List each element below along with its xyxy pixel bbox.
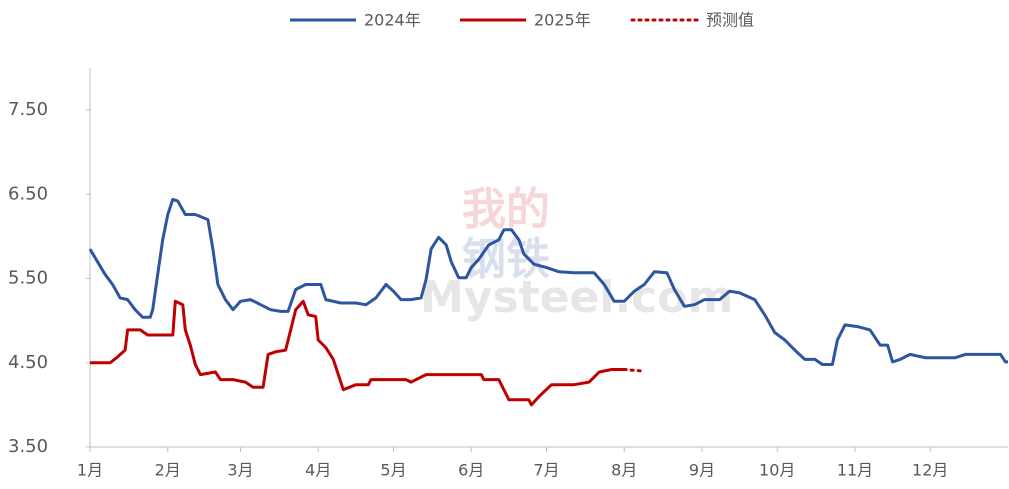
x-tick-label: 1月 xyxy=(77,461,103,480)
x-tick-label: 3月 xyxy=(227,461,253,480)
y-tick-label: 4.50 xyxy=(8,352,48,373)
x-tick-label: 11月 xyxy=(837,461,873,480)
legend-label: 2024年 xyxy=(364,11,421,30)
x-tick-label: 5月 xyxy=(380,461,406,480)
watermark: 我的 xyxy=(462,184,550,235)
series-line xyxy=(90,299,625,407)
x-tick-label: 12月 xyxy=(912,461,948,480)
legend-label: 预测值 xyxy=(706,11,754,30)
y-tick-label: 3.50 xyxy=(8,436,48,457)
y-tick-label: 6.50 xyxy=(8,183,48,204)
x-tick-label: 9月 xyxy=(689,461,715,480)
watermark: Mysteel.com xyxy=(420,272,733,323)
series-line xyxy=(622,368,646,373)
legend-label: 2025年 xyxy=(534,11,591,30)
x-tick-label: 10月 xyxy=(759,461,795,480)
x-tick-label: 8月 xyxy=(611,461,637,480)
y-tick-label: 7.50 xyxy=(8,99,48,120)
x-tick-label: 4月 xyxy=(305,461,331,480)
x-tick-label: 2月 xyxy=(155,461,181,480)
x-tick-label: 7月 xyxy=(533,461,559,480)
y-tick-label: 5.50 xyxy=(8,268,48,289)
series-line xyxy=(88,197,1008,366)
x-tick-label: 6月 xyxy=(458,461,484,480)
